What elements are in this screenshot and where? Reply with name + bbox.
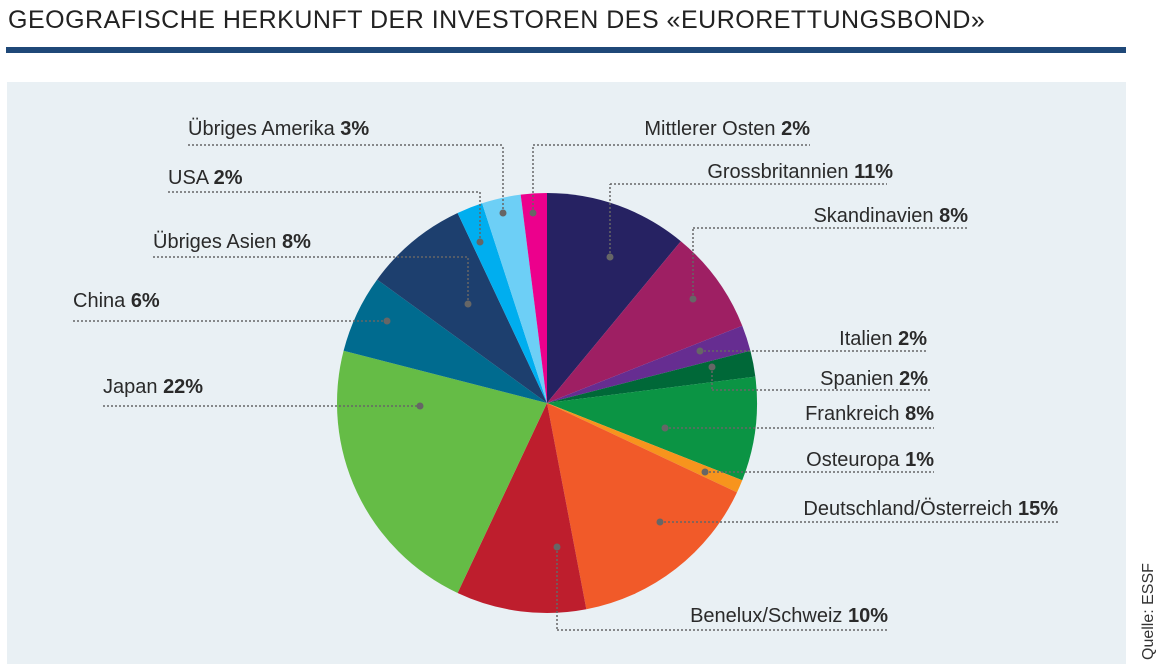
leader-dot — [701, 468, 709, 476]
leader-dot — [708, 363, 716, 371]
slice-label-value: 2% — [781, 118, 810, 140]
slice-label-value: 6% — [131, 290, 160, 312]
source-note: Quelle: ESSF — [1140, 563, 1157, 660]
pie-slice-5 — [547, 403, 743, 493]
leader-dot — [689, 295, 697, 303]
pie-slice-11 — [457, 203, 547, 403]
pie-slice-7 — [457, 403, 587, 614]
slice-label-name: Übriges Asien — [153, 231, 282, 253]
slice-label-name: Frankreich — [805, 403, 905, 425]
leader-dot — [696, 347, 704, 355]
slice-label-name: Mittlerer Osten — [644, 118, 781, 140]
leader-dot — [656, 518, 664, 526]
slice-label-name: Skandinavien — [813, 205, 939, 227]
pie-slice-9 — [343, 279, 547, 403]
slice-label: Übriges Asien 8% — [153, 231, 311, 253]
pie-slice-12 — [482, 194, 547, 403]
slice-label-value: 3% — [340, 118, 369, 140]
slice-label: Skandinavien 8% — [813, 205, 968, 227]
pie-slice-10 — [377, 212, 547, 403]
slice-label-name: China — [73, 290, 131, 312]
slice-label-value: 1% — [905, 449, 934, 471]
leader-dot — [553, 543, 561, 551]
slice-label-value: 22% — [163, 376, 203, 398]
slice-label: China 6% — [73, 290, 160, 312]
slice-label: Mittlerer Osten 2% — [644, 118, 810, 140]
pie-slice-6 — [547, 403, 738, 610]
slice-label-name: Benelux/Schweiz — [690, 605, 848, 627]
leader-dot — [416, 402, 424, 410]
pie-slice-3 — [547, 350, 756, 403]
pie-slice-13 — [520, 193, 547, 403]
slice-label: Spanien 2% — [820, 368, 928, 390]
slice-label-name: USA — [168, 167, 214, 189]
pie-slice-8 — [337, 350, 547, 594]
slice-label-name: Übriges Amerika — [188, 118, 340, 140]
slice-label-name: Grossbritannien — [707, 161, 854, 183]
leader-dot — [464, 300, 472, 308]
slice-label: Japan 22% — [103, 376, 203, 398]
slice-label-value: 8% — [282, 231, 311, 253]
slice-label-value: 8% — [939, 205, 968, 227]
slice-label-name: Osteuropa — [806, 449, 905, 471]
title-rule — [6, 47, 1126, 53]
leader-dot — [499, 209, 507, 217]
slice-label: USA 2% — [168, 167, 243, 189]
slice-label-value: 8% — [905, 403, 934, 425]
slice-label: Italien 2% — [839, 328, 927, 350]
slice-label-value: 15% — [1018, 498, 1058, 520]
pie-slice-0 — [547, 193, 681, 403]
slice-label-name: Spanien — [820, 368, 899, 390]
leader-dot — [529, 209, 537, 217]
slice-label-value: 10% — [848, 605, 888, 627]
leader-dot — [606, 253, 614, 261]
slice-label-value: 2% — [899, 368, 928, 390]
slice-label: Übriges Amerika 3% — [188, 118, 369, 140]
chart-title: GEOGRAFISCHE HERKUNFT DER INVESTOREN DES… — [8, 6, 986, 34]
slice-label: Grossbritannien 11% — [707, 161, 893, 183]
slice-label: Benelux/Schweiz 10% — [690, 605, 888, 627]
leader-dot — [661, 424, 669, 432]
slice-label: Deutschland/Österreich 15% — [803, 498, 1058, 520]
leader-dot — [383, 317, 391, 325]
slice-label-name: Japan — [103, 376, 163, 398]
slice-label-name: Deutschland/Österreich — [803, 498, 1018, 520]
slice-label: Osteuropa 1% — [806, 449, 934, 471]
slice-label: Frankreich 8% — [805, 403, 934, 425]
slice-label-name: Italien — [839, 328, 898, 350]
leader-dot — [476, 238, 484, 246]
pie-slice-4 — [547, 376, 758, 481]
slice-label-value: 2% — [214, 167, 243, 189]
slice-label-value: 2% — [898, 328, 927, 350]
pie-slice-2 — [547, 325, 751, 403]
slice-label-value: 11% — [854, 161, 893, 183]
